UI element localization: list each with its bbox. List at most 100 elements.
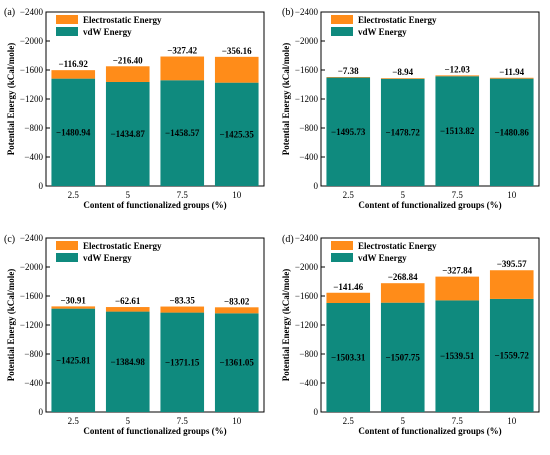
vdw-value-label: −1478.72 xyxy=(386,127,421,137)
y-axis-label: Potential Energy (kCal/mole) xyxy=(6,43,16,155)
y-tick-label: −2000 xyxy=(295,36,319,46)
electrostatic-bar xyxy=(214,56,259,83)
electrostatic-value-label: −83.35 xyxy=(170,296,196,306)
electrostatic-bar xyxy=(214,307,259,314)
electrostatic-bar xyxy=(489,77,534,79)
electrostatic-value-label: −12.03 xyxy=(445,64,471,74)
y-tick-label: −1200 xyxy=(295,94,319,104)
legend-label-vdw: vdW Energy xyxy=(83,253,132,263)
vdw-bar xyxy=(105,81,150,186)
electrostatic-bar xyxy=(105,307,150,312)
legend-swatch-vdw xyxy=(56,27,78,36)
electrostatic-value-label: −116.92 xyxy=(59,59,89,69)
legend-label-vdw: vdW Energy xyxy=(358,27,407,37)
y-tick-label: −400 xyxy=(299,378,318,388)
electrostatic-value-label: −62.61 xyxy=(115,296,141,306)
y-tick-label: 0 xyxy=(39,181,44,191)
y-tick-label: −1600 xyxy=(20,65,44,75)
x-tick-label: 7.5 xyxy=(452,190,464,200)
legend-label-electrostatic: Electrostatic Energy xyxy=(83,15,162,25)
y-tick-label: −2000 xyxy=(295,262,319,272)
electrostatic-bar xyxy=(160,56,205,81)
legend-swatch-electrostatic xyxy=(56,241,78,250)
electrostatic-bar xyxy=(489,270,534,299)
chart-panel-3: (c) 0 −400 −800 −1200 −1600 −2000 −2400 Potentia… xyxy=(4,233,265,436)
legend-swatch-vdw xyxy=(331,27,353,36)
vdw-bar xyxy=(326,303,371,412)
x-tick-label: 10 xyxy=(232,416,242,426)
vdw-value-label: −1434.87 xyxy=(111,129,146,139)
panel-tag: (a) xyxy=(4,7,15,18)
y-tick-label: −1200 xyxy=(20,320,44,330)
electrostatic-value-label: −395.57 xyxy=(497,259,527,269)
electrostatic-bar xyxy=(380,283,425,303)
electrostatic-value-label: −356.16 xyxy=(222,46,252,56)
y-tick-label: −2400 xyxy=(20,233,44,243)
x-tick-label: 5 xyxy=(401,190,406,200)
y-tick-label: −400 xyxy=(299,152,318,162)
x-tick-label: 2.5 xyxy=(68,416,80,426)
legend-swatch-electrostatic xyxy=(331,241,353,250)
vdw-value-label: −1480.94 xyxy=(56,127,91,137)
vdw-value-label: −1480.86 xyxy=(495,127,530,137)
electrostatic-bar xyxy=(326,292,371,304)
chart-panel-4: (d) 0 −400 −800 −1200 −1600 −2000 −2400 Potentia… xyxy=(281,233,540,436)
legend: Electrostatic Energy vdW Energy xyxy=(331,241,437,263)
x-tick-label: 10 xyxy=(507,190,517,200)
x-axis-label: Content of functionalized groups (%) xyxy=(358,200,501,210)
vdw-bar xyxy=(489,78,534,186)
x-tick-label: 7.5 xyxy=(452,416,464,426)
legend-label-electrostatic: Electrostatic Energy xyxy=(358,15,437,25)
vdw-bar xyxy=(105,311,150,412)
vdw-bar xyxy=(435,300,480,412)
y-tick-label: −1600 xyxy=(295,65,319,75)
y-axis-label: Potential Energy (kCal/mole) xyxy=(281,43,291,155)
y-tick-label: −1600 xyxy=(295,291,319,301)
electrostatic-value-label: −83.02 xyxy=(224,296,250,306)
y-axis-label: Potential Energy (kCal/mole) xyxy=(281,269,291,381)
x-tick-label: 2.5 xyxy=(343,416,355,426)
vdw-value-label: −1539.51 xyxy=(440,351,475,361)
legend-label-electrostatic: Electrostatic Energy xyxy=(83,241,162,251)
electrostatic-value-label: −216.40 xyxy=(113,55,143,65)
y-tick-label: −800 xyxy=(24,123,43,133)
vdw-value-label: −1384.98 xyxy=(111,357,146,367)
x-tick-label: 10 xyxy=(232,190,242,200)
legend: Electrostatic Energy vdW Energy xyxy=(56,241,162,263)
legend-label-electrostatic: Electrostatic Energy xyxy=(358,241,437,251)
y-tick-label: −2400 xyxy=(295,233,319,243)
x-tick-label: 2.5 xyxy=(68,190,80,200)
vdw-value-label: −1507.75 xyxy=(386,352,421,362)
electrostatic-value-label: −8.94 xyxy=(392,67,413,77)
electrostatic-bar xyxy=(160,306,205,313)
electrostatic-value-label: −7.38 xyxy=(338,66,359,76)
y-tick-label: −1600 xyxy=(20,291,44,301)
vdw-value-label: −1503.31 xyxy=(331,353,366,363)
x-tick-label: 2.5 xyxy=(343,190,355,200)
y-tick-label: −2000 xyxy=(20,36,44,46)
chart-panel-2: (b) 0 −400 −800 −1200 −1600 −2000 −2400 Potentia… xyxy=(281,7,540,210)
legend-label-vdw: vdW Energy xyxy=(83,27,132,37)
electrostatic-bar xyxy=(435,75,480,77)
legend-swatch-vdw xyxy=(56,253,78,262)
y-tick-label: −800 xyxy=(24,349,43,359)
y-tick-label: −400 xyxy=(24,152,43,162)
electrostatic-bar xyxy=(435,276,480,301)
x-tick-label: 10 xyxy=(507,416,517,426)
vdw-bar xyxy=(51,78,96,186)
electrostatic-bar xyxy=(380,78,425,79)
y-tick-label: 0 xyxy=(314,181,319,191)
y-tick-label: −2000 xyxy=(20,262,44,272)
electrostatic-bar xyxy=(326,77,371,78)
vdw-value-label: −1458.57 xyxy=(165,128,200,138)
vdw-value-label: −1425.35 xyxy=(220,129,255,139)
y-tick-label: −2400 xyxy=(20,7,44,17)
y-tick-label: −400 xyxy=(24,378,43,388)
electrostatic-value-label: −141.46 xyxy=(333,282,363,292)
vdw-bar xyxy=(435,76,480,186)
vdw-bar xyxy=(51,308,96,412)
legend-swatch-electrostatic xyxy=(331,15,353,24)
y-tick-label: −1200 xyxy=(295,320,319,330)
electrostatic-value-label: −268.84 xyxy=(388,272,418,282)
